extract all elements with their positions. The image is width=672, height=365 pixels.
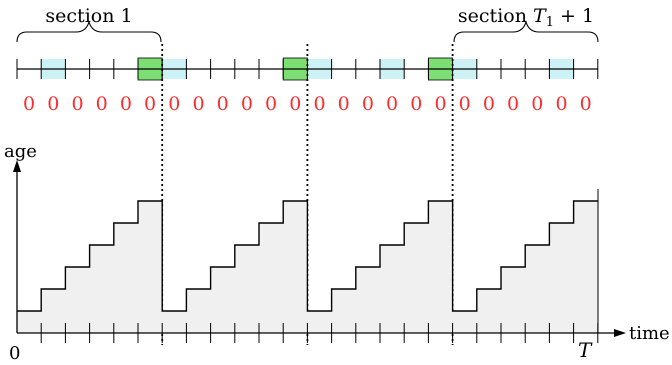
section-last-suffix: + 1 bbox=[554, 5, 594, 27]
slot-value: 0 bbox=[507, 93, 519, 115]
section-last-label: section T1 + 1 bbox=[458, 5, 594, 30]
section-1-brace bbox=[16, 20, 162, 43]
slot-value: 0 bbox=[120, 93, 132, 115]
slot-value: 0 bbox=[144, 93, 156, 115]
slot-value: 0 bbox=[168, 93, 180, 115]
y-axis-arrow bbox=[13, 160, 21, 172]
slot-value: 0 bbox=[265, 93, 277, 115]
slot-value: 0 bbox=[410, 93, 422, 115]
slot-value: 0 bbox=[580, 93, 592, 115]
slot-value: 0 bbox=[459, 93, 471, 115]
slot-value: 0 bbox=[313, 93, 325, 115]
slot-value: 0 bbox=[483, 93, 495, 115]
slot-value: 0 bbox=[241, 93, 253, 115]
x-axis-label: time bbox=[629, 323, 670, 344]
slot-value: 0 bbox=[47, 93, 59, 115]
x-axis-arrow bbox=[614, 329, 626, 337]
slot-value: 0 bbox=[362, 93, 374, 115]
x-axis-ticks bbox=[40, 323, 599, 343]
slot-value: 0 bbox=[192, 93, 204, 115]
origin-label: 0 bbox=[9, 343, 20, 364]
end-label: T bbox=[578, 338, 593, 362]
section-last-sub: 1 bbox=[546, 15, 554, 30]
slot-value: 0 bbox=[531, 93, 543, 115]
y-axis-label: age bbox=[4, 141, 37, 162]
section-last-prefix: section bbox=[458, 5, 533, 27]
slot-value: 0 bbox=[434, 93, 446, 115]
slot-value: 0 bbox=[217, 93, 229, 115]
section-first-label: section 1 bbox=[45, 5, 132, 27]
slot-value: 0 bbox=[71, 93, 83, 115]
slot-value: 0 bbox=[289, 93, 301, 115]
slot-value: 0 bbox=[96, 93, 108, 115]
slot-value: 0 bbox=[338, 93, 350, 115]
slot-value: 0 bbox=[386, 93, 398, 115]
slot-value: 0 bbox=[23, 93, 35, 115]
section-last-brace bbox=[453, 20, 599, 43]
slot-value: 0 bbox=[555, 93, 567, 115]
section-last-var: T bbox=[533, 5, 547, 27]
age-staircase bbox=[17, 200, 598, 312]
